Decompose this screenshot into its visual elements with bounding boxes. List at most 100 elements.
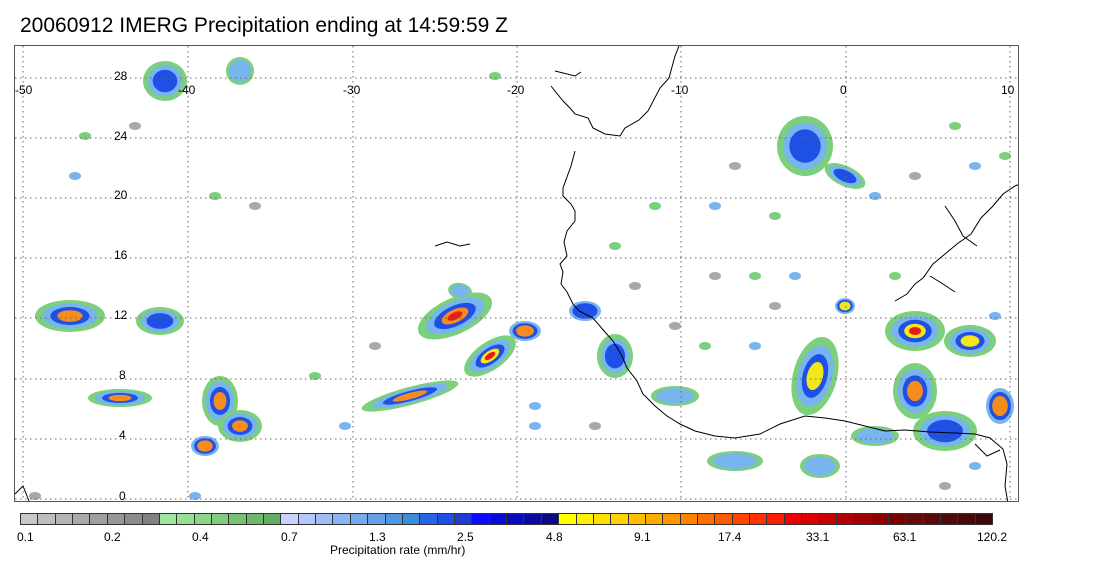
colorbar-swatch [142,514,160,524]
colorbar [20,513,993,525]
colorbar-swatch [229,514,247,524]
precip-cell [907,380,923,402]
lon-label-4: -10 [671,83,689,97]
colorbar-tick: 0.7 [281,530,298,544]
map-canvas [15,46,1018,501]
precip-cell [484,351,496,361]
colorbar-tick: 9.1 [634,530,651,544]
precip-cell [629,282,641,290]
colorbar-swatch [941,514,959,524]
colorbar-swatch [559,514,577,524]
colorbar-swatch [73,514,91,524]
precip-cell [189,492,201,500]
lon-label-2: -30 [343,83,361,97]
colorbar-swatch [159,514,178,524]
precip-cell [949,122,961,130]
colorbar-swatch [576,514,594,524]
precip-cell [232,420,248,432]
colorbar-swatch [975,514,993,524]
colorbar-swatch [420,514,438,524]
precip-cell [229,60,251,82]
precip-cell [789,272,801,280]
precip-cell [604,343,626,369]
precip-cell [833,168,857,184]
colorbar-swatch [350,514,369,524]
colorbar-swatch [107,514,126,524]
precip-cell [709,272,721,280]
colorbar-swatch [177,514,195,524]
precip-cell [939,482,951,490]
map-title: 20060912 IMERG Precipitation ending at 1… [20,14,508,37]
precip-cell [869,192,881,200]
colorbar-tick: 0.4 [192,530,209,544]
colorbar-swatch [333,514,351,524]
colorbar-tick: 63.1 [893,530,917,544]
colorbar-tick: 33.1 [806,530,830,544]
precip-cell [999,152,1011,160]
precip-cell [152,69,178,93]
precip-cell [669,322,681,330]
precip-cell [649,202,661,210]
lat-label-16: 16 [114,248,128,262]
colorbar-swatch [750,514,768,524]
colorbar-swatch [507,514,525,524]
colorbar-swatch [802,514,820,524]
colorbar-swatch [680,514,699,524]
precip-cell [749,342,761,350]
colorbar-swatch [368,514,386,524]
colorbar-swatch [524,514,542,524]
precip-cell [529,402,541,410]
precip-cell [339,422,351,430]
colorbar-swatch [593,514,612,524]
colorbar-swatch [316,514,334,524]
precip-cell [804,456,836,476]
precip-cell [960,335,980,347]
precip-cell [79,132,91,140]
precip-cell [909,327,921,335]
precipitation-layer [29,57,1014,500]
colorbar-swatch [264,514,282,524]
colorbar-swatch [628,514,646,524]
precip-cell [516,325,534,337]
lat-label-8: 8 [119,368,126,382]
colorbar-swatch [472,514,490,524]
precip-cell [969,462,981,470]
colorbar-tick: 0.2 [104,530,121,544]
lon-label-0: -50 [15,83,33,97]
precipitation-map: -50 -40 -30 -20 -10 0 10 28 24 20 16 12 … [14,45,1019,502]
precip-cell [529,422,541,430]
lat-label-20: 20 [114,188,128,202]
coastline [15,46,1018,501]
precip-cell [129,122,141,130]
precip-cell [992,395,1008,417]
precip-cell [57,310,83,322]
colorbar-swatch [281,514,299,524]
precip-cell [856,428,894,444]
precip-cell [589,422,601,430]
colorbar-swatch [611,514,629,524]
precip-cell [909,172,921,180]
colorbar-swatch [55,514,74,524]
lat-label-4: 4 [119,428,126,442]
lat-lon-grid [15,46,1018,501]
precip-cell [927,419,963,443]
precip-cell [213,392,227,410]
colorbar-swatch [541,514,560,524]
precip-cell [729,162,741,170]
precip-cell [749,272,761,280]
colorbar-swatch [298,514,317,524]
colorbar-swatch [125,514,143,524]
colorbar-swatch [90,514,108,524]
precip-cell [609,242,621,250]
colorbar-tick: 17.4 [718,530,742,544]
precip-cell [713,453,757,469]
precip-cell [209,192,221,200]
colorbar-swatch [732,514,751,524]
colorbar-tick: 1.3 [369,530,386,544]
colorbar-tick: 2.5 [457,530,474,544]
precip-cell [656,388,694,404]
colorbar-swatch [437,514,455,524]
precip-cell [450,284,470,298]
lon-label-5: 0 [840,83,847,97]
colorbar-label: Precipitation rate (mm/hr) [330,543,466,557]
